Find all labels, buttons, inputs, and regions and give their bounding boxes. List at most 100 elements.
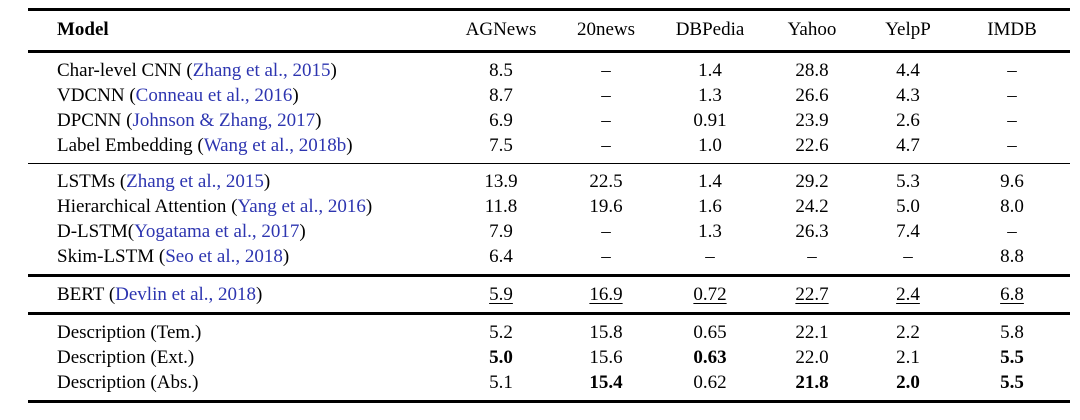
table-row: BERT (Devlin et al., 2018) 5.9 16.9 0.72 22.… [28, 276, 1070, 314]
citation-link[interactable]: Wang et al., 2018b [203, 135, 347, 156]
column-header-20news: 20news [576, 19, 636, 40]
model-cell: Char-level CNN (Zhang et al., 2015) [57, 60, 337, 81]
value-cell: – [601, 135, 611, 156]
table-row: LSTMs (Zhang et al., 2015) 13.9 22.5 1.4 29.… [28, 164, 1070, 195]
value-cell: 15.4 [589, 372, 623, 393]
column-header-yelpp: YelpP [885, 19, 931, 40]
table-header: Model AGNews 20news DBPedia Yahoo YelpP … [28, 10, 1070, 52]
value-cell: 2.0 [896, 372, 920, 393]
value-cell: 16.9 [589, 284, 623, 305]
value-cell: 5.1 [489, 372, 513, 393]
value-cell: – [601, 246, 611, 267]
citation-link[interactable]: Devlin et al., 2018 [115, 284, 257, 305]
value-cell: 7.5 [489, 135, 513, 156]
value-cell: 21.8 [795, 372, 829, 393]
value-cell: 1.4 [698, 60, 722, 81]
value-cell: 5.5 [1000, 372, 1024, 393]
header-row: Model AGNews 20news DBPedia Yahoo YelpP … [28, 10, 1070, 52]
value-cell: 2.6 [896, 110, 920, 131]
value-cell: 28.8 [795, 60, 829, 81]
value-cell: 2.1 [896, 347, 920, 368]
group-cnn-baselines: Char-level CNN (Zhang et al., 2015) 8.5 – 1… [28, 52, 1070, 164]
value-cell: – [601, 221, 611, 242]
value-cell: – [1007, 85, 1017, 106]
value-cell: 19.6 [589, 196, 623, 217]
value-cell: 2.2 [896, 322, 920, 343]
value-cell: 8.8 [1000, 246, 1024, 267]
value-cell: 5.0 [896, 196, 920, 217]
value-cell: 4.7 [896, 135, 920, 156]
value-cell: 22.5 [589, 171, 623, 192]
value-cell: – [1007, 60, 1017, 81]
value-cell: 8.0 [1000, 196, 1024, 217]
value-cell: 24.2 [795, 196, 829, 217]
value-cell: 15.6 [589, 347, 623, 368]
value-cell: 5.2 [489, 322, 513, 343]
value-cell: 4.4 [896, 60, 920, 81]
model-cell: D-LSTM(Yogatama et al., 2017) [57, 221, 306, 242]
value-cell: – [807, 246, 817, 267]
value-cell: 23.9 [795, 110, 829, 131]
value-cell: 0.63 [693, 347, 727, 368]
value-cell: 8.5 [489, 60, 513, 81]
value-cell: 5.9 [489, 284, 513, 305]
citation-link[interactable]: Yang et al., 2016 [237, 196, 366, 217]
table-row: D-LSTM(Yogatama et al., 2017) 7.9 – 1.3 26.3… [28, 219, 1070, 244]
citation-link[interactable]: Johnson & Zhang, 2017 [132, 110, 316, 131]
value-cell: – [903, 246, 913, 267]
value-cell: 6.8 [1000, 284, 1024, 305]
value-cell: 29.2 [795, 171, 829, 192]
model-cell: VDCNN (Conneau et al., 2016) [57, 85, 299, 106]
citation-link[interactable]: Conneau et al., 2016 [135, 85, 293, 106]
value-cell: 1.3 [698, 221, 722, 242]
citation-link[interactable]: Yogatama et al., 2017 [134, 221, 300, 242]
citation-link[interactable]: Zhang et al., 2015 [126, 171, 264, 192]
value-cell: 15.8 [589, 322, 623, 343]
value-cell: 1.0 [698, 135, 722, 156]
column-header-imdb: IMDB [987, 19, 1037, 40]
table-row: Description (Abs.) 5.1 15.4 0.62 21.8 2.0 5.5 [28, 370, 1070, 402]
value-cell: 5.5 [1000, 347, 1024, 368]
model-cell: Skim-LSTM (Seo et al., 2018) [57, 246, 290, 267]
model-cell: Hierarchical Attention (Yang et al., 201… [57, 196, 373, 217]
model-cell: Description (Ext.) [57, 347, 195, 368]
value-cell: 22.7 [795, 284, 829, 305]
value-cell: 7.4 [896, 221, 920, 242]
value-cell: 1.4 [698, 171, 722, 192]
value-cell: 6.4 [489, 246, 513, 267]
value-cell: 13.9 [484, 171, 518, 192]
model-cell: Description (Tem.) [57, 322, 202, 343]
column-header-yahoo: Yahoo [787, 19, 837, 40]
value-cell: 26.3 [795, 221, 829, 242]
value-cell: 0.72 [693, 284, 727, 305]
value-cell: 26.6 [795, 85, 829, 106]
value-cell: 0.91 [693, 110, 727, 131]
value-cell: 1.6 [698, 196, 722, 217]
model-cell: Label Embedding (Wang et al., 2018b) [57, 135, 353, 156]
value-cell: 1.3 [698, 85, 722, 106]
value-cell: – [1007, 135, 1017, 156]
value-cell: 5.3 [896, 171, 920, 192]
model-cell: BERT (Devlin et al., 2018) [57, 284, 263, 305]
value-cell: 6.9 [489, 110, 513, 131]
column-header-model: Model [57, 19, 109, 40]
citation-link[interactable]: Zhang et al., 2015 [192, 60, 331, 81]
value-cell: – [601, 110, 611, 131]
value-cell: – [1007, 110, 1017, 131]
value-cell: 0.65 [693, 322, 727, 343]
value-cell: 11.8 [484, 196, 518, 217]
value-cell: 9.6 [1000, 171, 1024, 192]
citation-link[interactable]: Seo et al., 2018 [165, 246, 283, 267]
column-header-dbpedia: DBPedia [675, 19, 745, 40]
group-description-methods: Description (Tem.) 5.2 15.8 0.65 22.1 2.2 5.8 D… [28, 313, 1070, 402]
column-header-agnews: AGNews [465, 19, 537, 40]
table-row: Description (Ext.) 5.0 15.6 0.63 22.0 2.1 5.5 [28, 345, 1070, 370]
value-cell: – [601, 85, 611, 106]
value-cell: – [601, 60, 611, 81]
value-cell: 22.6 [795, 135, 829, 156]
table-row: Hierarchical Attention (Yang et al., 201… [28, 194, 1070, 219]
model-cell: Description (Abs.) [57, 372, 199, 393]
value-cell: 0.62 [693, 372, 727, 393]
table-row: DPCNN (Johnson & Zhang, 2017) 6.9 – 0.91 23.… [28, 108, 1070, 133]
